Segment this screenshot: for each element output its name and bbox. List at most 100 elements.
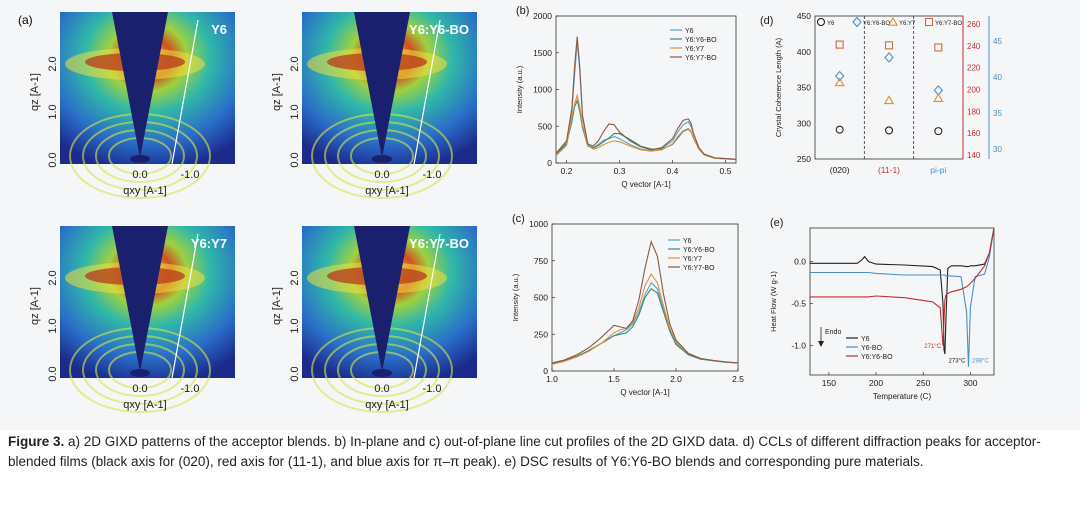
panel-label: (b): [516, 5, 529, 17]
legend-entry: Y6:Y7: [899, 21, 916, 27]
peak-annotation: 298°C: [972, 358, 989, 364]
qz-tick-label: 2.0: [289, 56, 301, 71]
legend-entry: Y6: [861, 336, 870, 343]
y-tick-label: -1.0: [791, 341, 806, 351]
peak-annotation: 273°C: [949, 358, 966, 364]
gixd-missing-wedge: [354, 12, 410, 158]
gixd-missing-wedge: [112, 12, 168, 158]
legend-entry: Y6:Y7-BO: [935, 21, 962, 27]
data-point: [883, 95, 895, 105]
series-line: [810, 227, 995, 346]
qz-tick-label: 0.0: [289, 152, 301, 167]
data-point: [884, 126, 894, 135]
qz-tick-label: 1.0: [47, 318, 59, 333]
legend-entry: Y6:Y7-BO: [683, 265, 715, 272]
y-axis-label: Heat Flow (W g-1): [769, 271, 778, 332]
data-point: [933, 93, 944, 102]
gixd-pattern: Y6:Y6-BO 0.0 1.0 2.0 qz [A-1] 0.0 -1.0 qxy [A-1…: [271, 12, 477, 199]
qxy-axis-label: qxy [A-1]: [123, 399, 166, 411]
red-axis-tick-label: 260: [967, 20, 981, 29]
qz-tick-label: 0.0: [47, 152, 59, 167]
qxy-axis-label: qxy [A-1]: [123, 185, 166, 197]
gixd-beamstop: [372, 155, 392, 163]
data-point: [834, 70, 845, 82]
gixd-pattern-title: Y6:Y6-BO: [409, 22, 469, 37]
x-tick-label: 1.5: [608, 374, 620, 384]
x-tick-label: 2.0: [670, 374, 682, 384]
y-tick-label: 500: [534, 293, 548, 303]
y-tick-label: 750: [534, 256, 548, 266]
data-point: [934, 43, 943, 52]
blue-axis-tick-label: 35: [993, 109, 1002, 118]
figure-caption: Figure 3. a) 2D GIXD patterns of the acc…: [8, 432, 1072, 472]
gixd-pattern-title: Y6: [211, 22, 227, 37]
x-tick-label: 250: [916, 378, 930, 388]
legend-entry: Y6: [683, 238, 692, 245]
qxy-tick-label: -1.0: [423, 169, 442, 181]
y-tick-label: 450: [797, 11, 811, 21]
qz-axis-label: qz [A-1]: [271, 287, 283, 325]
legend-marker: [924, 17, 934, 27]
qxy-tick-label: -1.0: [181, 383, 200, 395]
gixd-horizon-line: [171, 233, 199, 379]
gixd-pattern-title: Y6:Y7-BO: [409, 236, 469, 251]
qz-axis-label: qz [A-1]: [271, 73, 283, 111]
x-tick-label: 200: [869, 378, 883, 388]
qz-axis-label: qz [A-1]: [29, 73, 41, 111]
red-axis-tick-label: 240: [967, 42, 981, 51]
gixd-pattern: Y6:Y7-BO 0.0 1.0 2.0 qz [A-1] 0.0 -1.0 qxy [A-1…: [271, 226, 477, 413]
legend-entry: Y6:Y7: [683, 256, 702, 263]
panel-label: (d): [760, 15, 773, 27]
x-tick-label: 0.3: [614, 166, 626, 176]
x-tick-label: 1.0: [546, 374, 558, 384]
y-tick-label: 2000: [533, 11, 552, 21]
y-tick-label: 1500: [533, 48, 552, 58]
x-tick-label: 150: [822, 378, 836, 388]
panel-label: (c): [512, 213, 525, 225]
blue-axis-tick-label: 40: [993, 73, 1002, 82]
qz-tick-label: 1.0: [289, 318, 301, 333]
qz-tick-label: 0.0: [289, 366, 301, 381]
gixd-pattern: Y6:Y7 0.0 1.0 2.0 qz [A-1] 0.0 -1.0 qxy [A-1]: [29, 226, 235, 413]
y-axis-label: Crystal Coherence Length (A): [774, 37, 783, 137]
y-tick-label: 0: [543, 366, 548, 376]
qxy-tick-label: 0.0: [132, 169, 147, 181]
gixd-missing-wedge: [354, 226, 410, 372]
qxy-tick-label: 0.0: [374, 383, 389, 395]
legend-entry: Y6-BO: [861, 345, 883, 352]
qxy-tick-label: 0.0: [374, 169, 389, 181]
y-tick-label: 500: [538, 121, 552, 131]
endo-label: Endo: [825, 329, 841, 336]
y-tick-label: 300: [797, 118, 811, 128]
blue-axis-tick-label: 30: [993, 145, 1002, 154]
red-axis-tick-label: 180: [967, 107, 981, 116]
legend-entry: Y6:Y6-BO: [861, 354, 893, 361]
legend-marker: [816, 17, 826, 27]
red-axis-tick-label: 140: [967, 151, 981, 160]
panel-e-chart: (e) 150 200 250 300 0.0 -0.5 -1.0 Temperature (C…: [769, 217, 995, 401]
qz-tick-label: 2.0: [47, 270, 59, 285]
y-tick-label: -0.5: [791, 299, 806, 309]
plot-frame: [809, 227, 995, 376]
gixd-horizon-line: [413, 233, 441, 379]
legend-entry: Y6:Y6-BO: [685, 37, 717, 44]
caption-text: a) 2D GIXD patterns of the acceptor blen…: [8, 434, 1041, 469]
y-tick-label: 400: [797, 47, 811, 57]
caption-label: Figure 3.: [8, 434, 65, 449]
x-tick-label: 2.5: [732, 374, 744, 384]
qz-tick-label: 0.0: [47, 366, 59, 381]
data-point: [835, 125, 844, 134]
panel-label: (e): [770, 217, 783, 229]
y-tick-label: 1000: [529, 219, 548, 229]
legend-entry: Y6: [685, 28, 694, 35]
y-axis-label: Intensity (a.u.): [515, 65, 524, 113]
legend-entry: Y6:Y7: [685, 46, 704, 53]
qz-tick-label: 1.0: [289, 104, 301, 119]
red-axis-tick-label: 220: [967, 64, 981, 73]
panel-b-chart: (b) 0.2 0.3 0.4 0.5 0 500 1000 1500 2000 Q vector …: [515, 5, 737, 189]
x-tick-label: 0.5: [719, 166, 731, 176]
y-tick-label: 1000: [533, 85, 552, 95]
gixd-pattern: Y6 0.0 1.0 2.0 qz [A-1] 0.0 -1.0 qxy [A-1]: [29, 12, 235, 199]
qxy-axis-label: qxy [A-1]: [365, 399, 408, 411]
gixd-horizon-line: [171, 19, 199, 165]
